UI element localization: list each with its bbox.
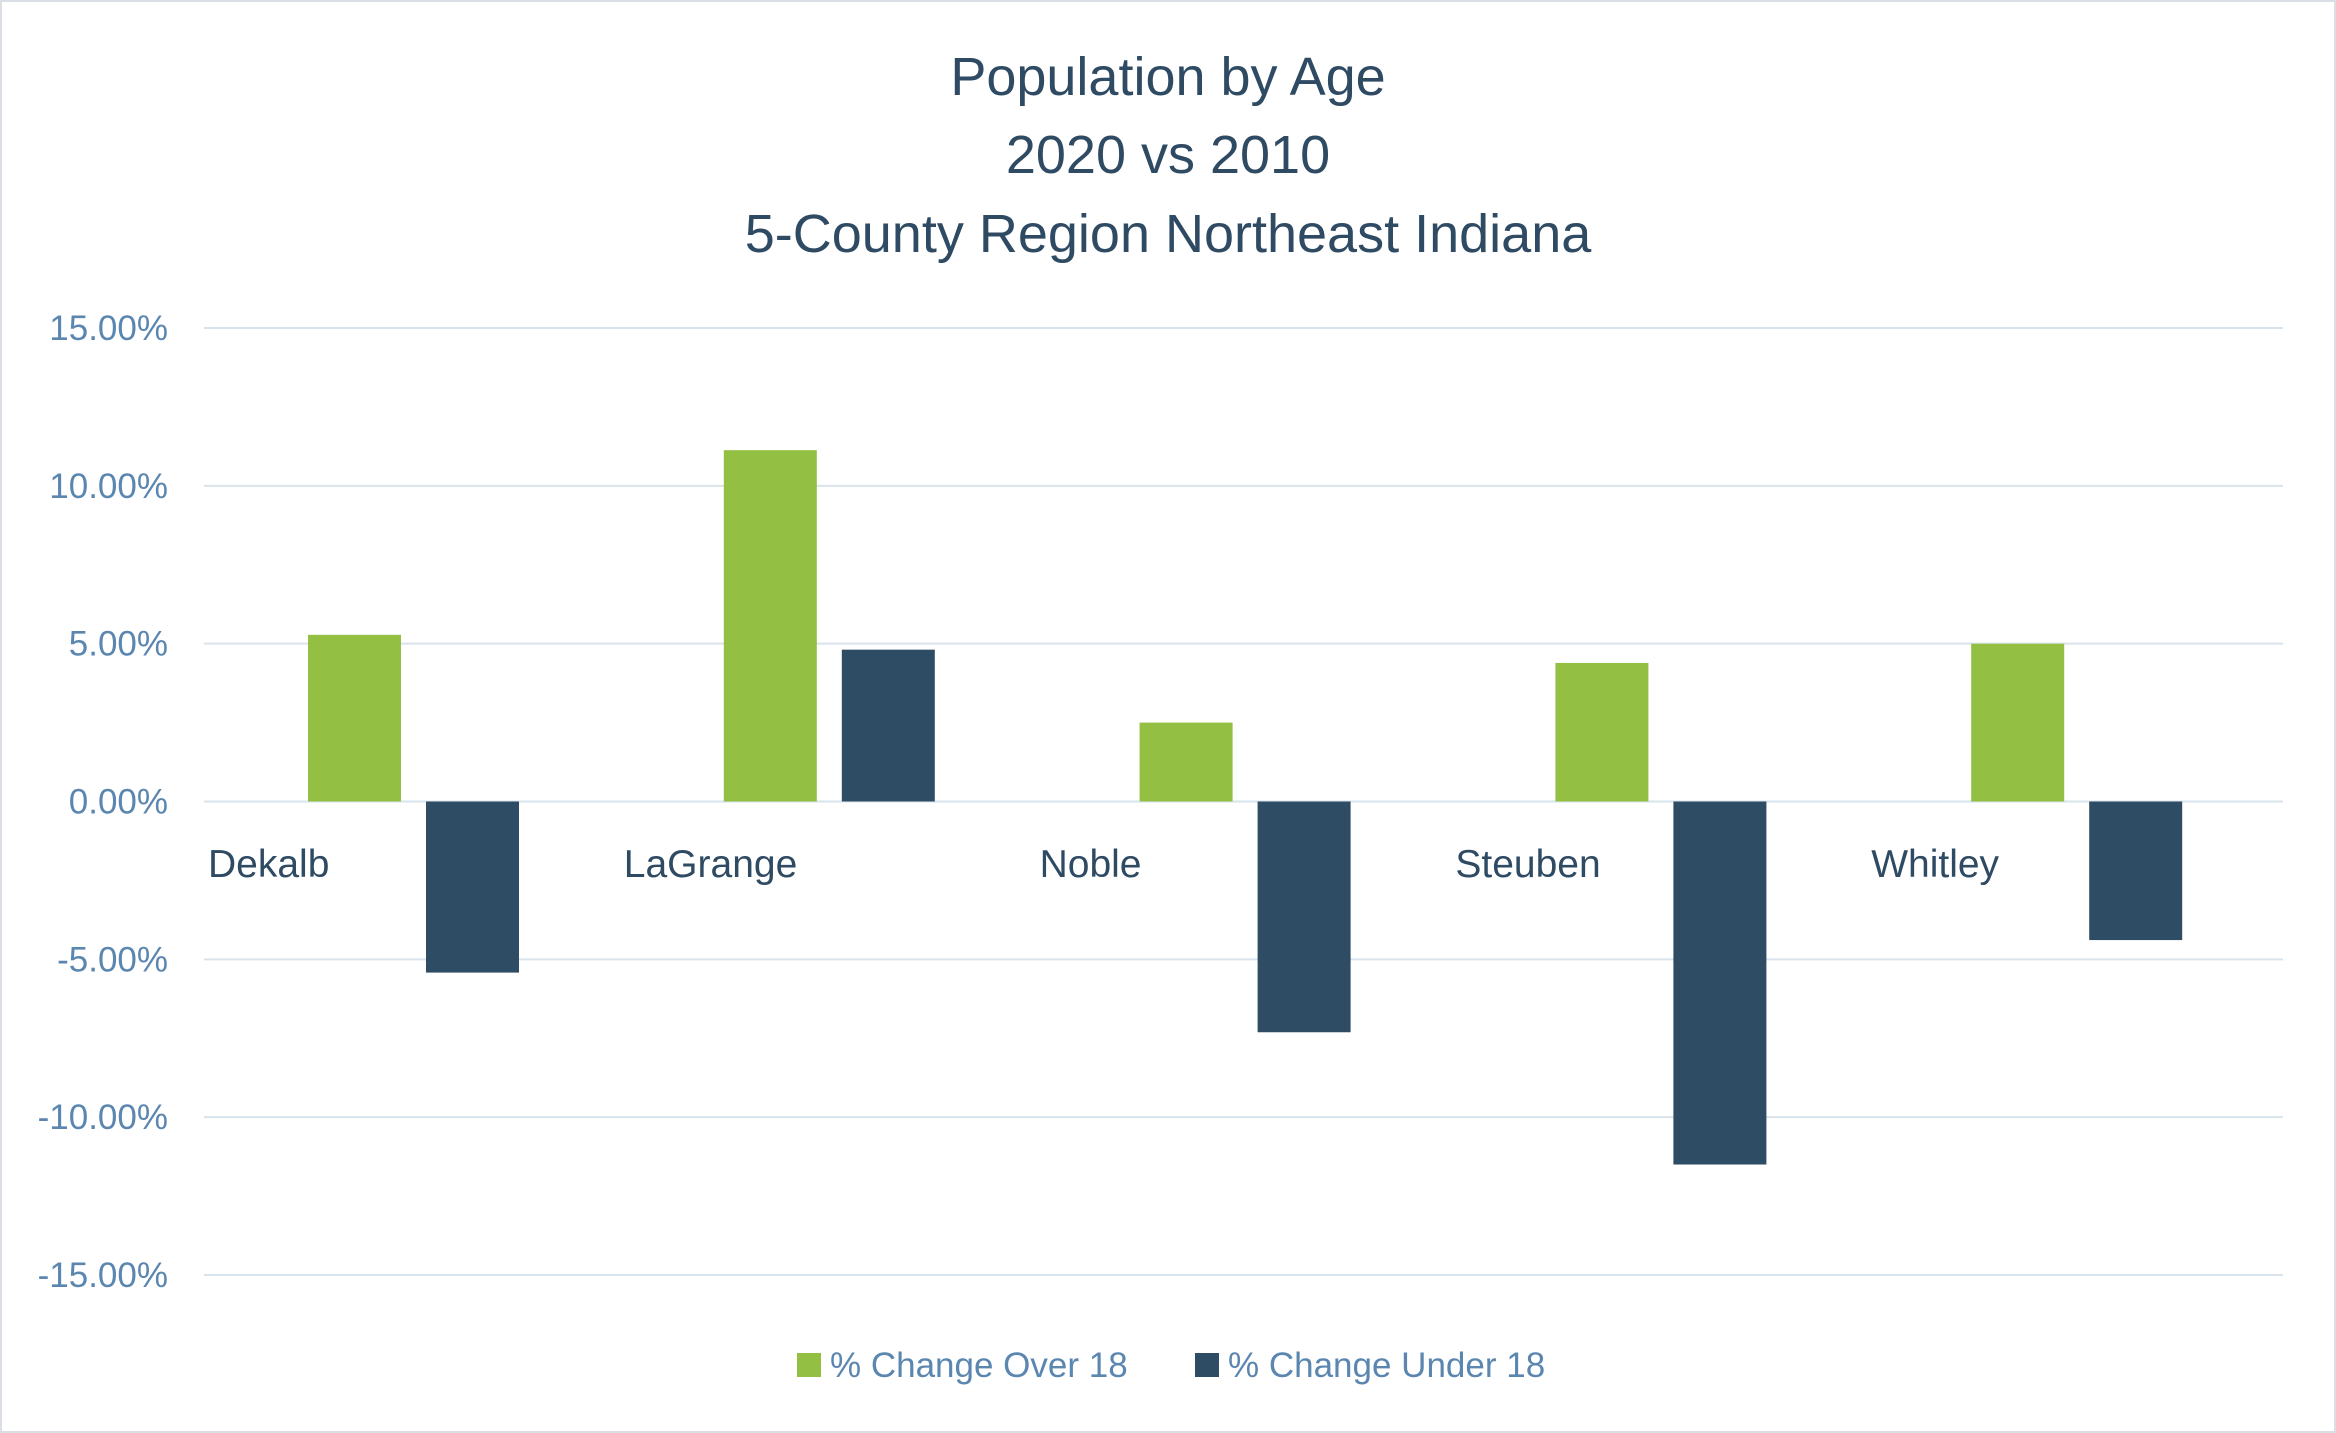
chart-title-line-2: 2020 vs 2010	[1006, 125, 1330, 185]
y-tick-label: 5.00%	[69, 625, 168, 664]
category-label: LaGrange	[624, 843, 797, 886]
bar-under-18-steuben	[1673, 801, 1767, 1165]
bar-over-18-lagrange	[723, 450, 817, 802]
y-tick-label: -10.00%	[38, 1098, 168, 1137]
y-tick-label: 15.00%	[49, 309, 168, 348]
bar-under-18-lagrange	[841, 649, 935, 802]
category-label: Dekalb	[208, 843, 329, 886]
category-label: Noble	[1040, 843, 1142, 886]
bar-over-18-whitley	[1971, 643, 2065, 802]
y-tick-label: 0.00%	[69, 783, 168, 822]
y-tick-label: -5.00%	[57, 940, 168, 979]
bar-over-18-dekalb	[308, 634, 401, 802]
bar-under-18-noble	[1257, 801, 1351, 1033]
category-label: Whitley	[1871, 843, 1999, 886]
legend-swatch	[1195, 1353, 1219, 1377]
bar-over-18-steuben	[1555, 662, 1649, 802]
legend-label: % Change Under 18	[1228, 1346, 1545, 1385]
category-label: Steuben	[1455, 843, 1600, 886]
legend-swatch	[797, 1353, 821, 1377]
bar-under-18-dekalb	[426, 801, 519, 973]
y-tick-label: 10.00%	[49, 467, 168, 506]
y-tick-label: -15.00%	[38, 1256, 168, 1295]
legend-label: % Change Over 18	[830, 1346, 1128, 1385]
chart-title-line-1: Population by Age	[950, 47, 1385, 107]
bar-over-18-noble	[1139, 722, 1233, 802]
chart-title-line-3: 5-County Region Northeast Indiana	[745, 204, 1592, 264]
bar-under-18-whitley	[2089, 801, 2183, 941]
